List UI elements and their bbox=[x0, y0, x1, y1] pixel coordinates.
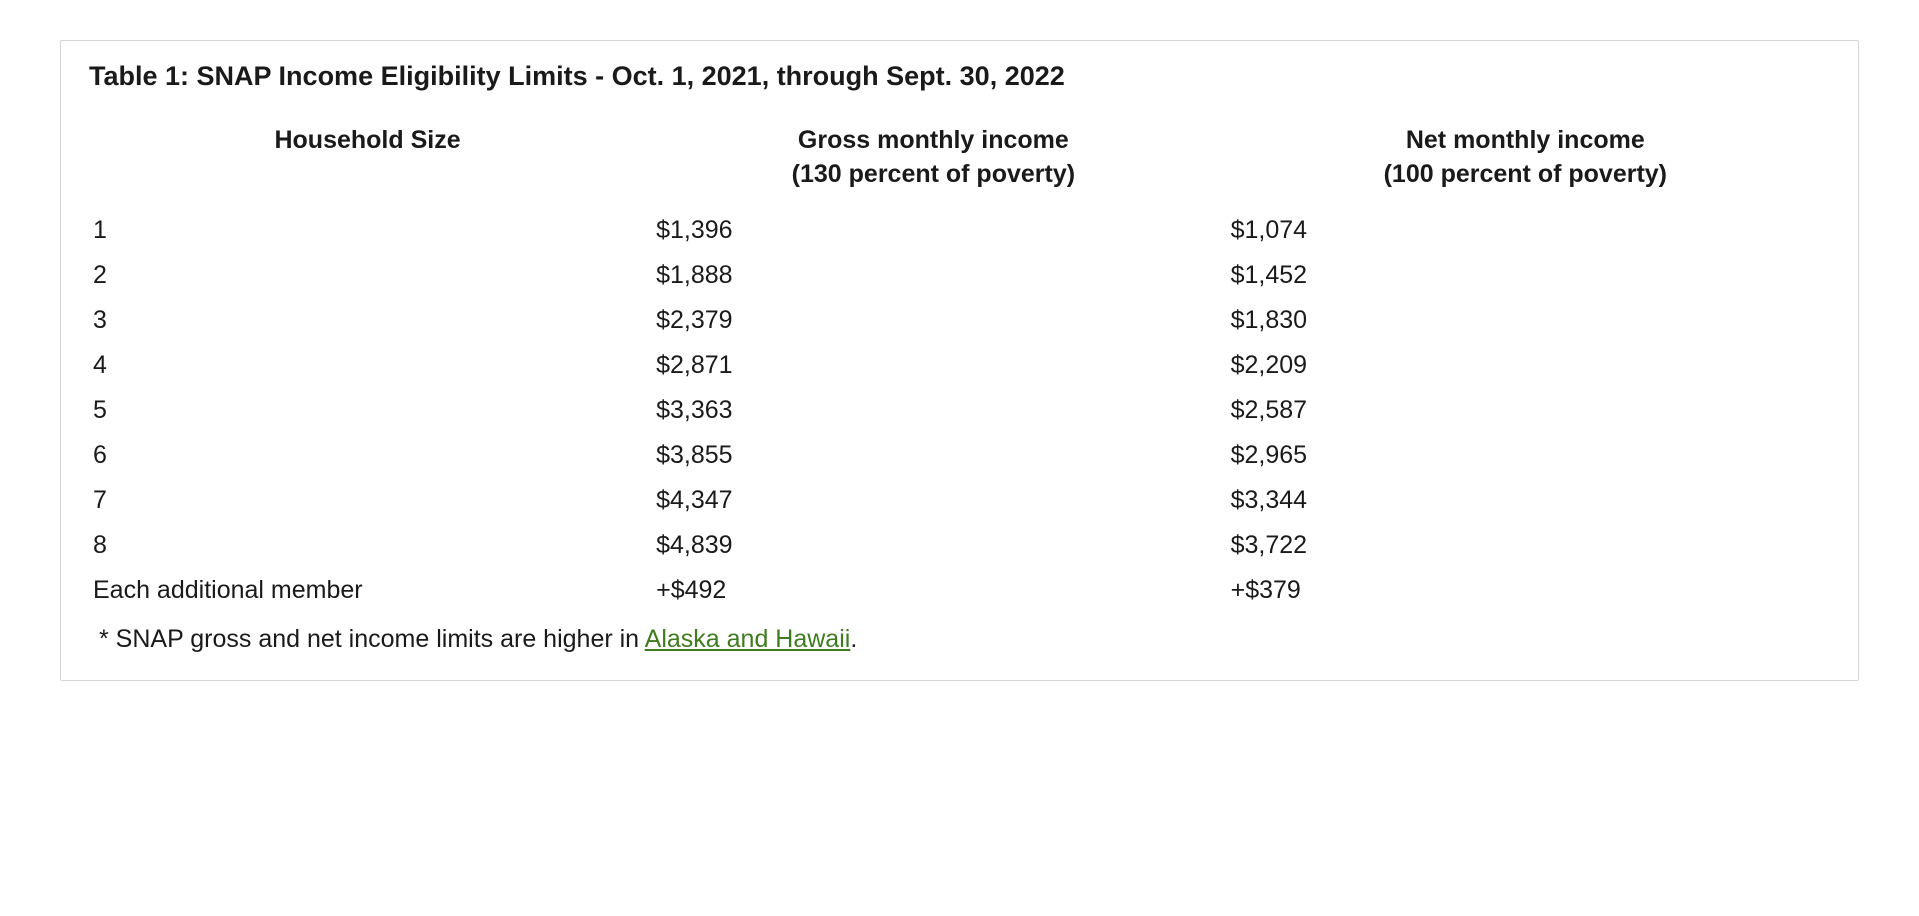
cell-gross-income: $3,363 bbox=[646, 388, 1221, 433]
table-row: 8$4,839$3,722 bbox=[89, 523, 1830, 568]
cell-household-size: 2 bbox=[89, 253, 646, 298]
cell-household-size: 6 bbox=[89, 433, 646, 478]
footnote-prefix: * SNAP gross and net income limits are h… bbox=[99, 625, 645, 653]
table-title: Table 1: SNAP Income Eligibility Limits … bbox=[89, 61, 1830, 92]
table-row: 5$3,363$2,587 bbox=[89, 388, 1830, 433]
header-row: Household Size Gross monthly income (130… bbox=[89, 116, 1830, 208]
table-row: 1$1,396$1,074 bbox=[89, 208, 1830, 253]
header-gross-income: Gross monthly income (130 percent of pov… bbox=[646, 116, 1221, 208]
cell-net-income: $3,344 bbox=[1221, 478, 1830, 523]
header-net-line1: Net monthly income bbox=[1406, 126, 1645, 154]
cell-net-income: $1,452 bbox=[1221, 253, 1830, 298]
cell-gross-income: $2,379 bbox=[646, 298, 1221, 343]
table-row: 7$4,347$3,344 bbox=[89, 478, 1830, 523]
alaska-hawaii-link[interactable]: Alaska and Hawaii bbox=[645, 625, 851, 653]
cell-gross-income: $1,888 bbox=[646, 253, 1221, 298]
cell-gross-income: $1,396 bbox=[646, 208, 1221, 253]
cell-gross-income: $4,347 bbox=[646, 478, 1221, 523]
table-row: 2$1,888$1,452 bbox=[89, 253, 1830, 298]
table-row: Each additional member+$492+$379 bbox=[89, 568, 1830, 613]
cell-household-size: 5 bbox=[89, 388, 646, 433]
cell-net-income: $1,074 bbox=[1221, 208, 1830, 253]
cell-household-size: 1 bbox=[89, 208, 646, 253]
cell-net-income: $3,722 bbox=[1221, 523, 1830, 568]
header-gross-line1: Gross monthly income bbox=[798, 126, 1069, 154]
cell-gross-income: $2,871 bbox=[646, 343, 1221, 388]
cell-household-size: 3 bbox=[89, 298, 646, 343]
header-household-label: Household Size bbox=[274, 126, 460, 154]
header-net-income: Net monthly income (100 percent of pover… bbox=[1221, 116, 1830, 208]
header-net-line2: (100 percent of poverty) bbox=[1384, 160, 1667, 188]
cell-household-size: 4 bbox=[89, 343, 646, 388]
cell-household-size: 8 bbox=[89, 523, 646, 568]
table-body: 1$1,396$1,0742$1,888$1,4523$2,379$1,8304… bbox=[89, 208, 1830, 613]
table-header: Household Size Gross monthly income (130… bbox=[89, 116, 1830, 208]
footnote-cell: * SNAP gross and net income limits are h… bbox=[89, 613, 1830, 662]
cell-gross-income: $4,839 bbox=[646, 523, 1221, 568]
table-row: 4$2,871$2,209 bbox=[89, 343, 1830, 388]
cell-household-size: Each additional member bbox=[89, 568, 646, 613]
income-table: Household Size Gross monthly income (130… bbox=[89, 116, 1830, 662]
cell-net-income: $2,965 bbox=[1221, 433, 1830, 478]
cell-net-income: $2,587 bbox=[1221, 388, 1830, 433]
header-household-size: Household Size bbox=[89, 116, 646, 208]
table-row: 6$3,855$2,965 bbox=[89, 433, 1830, 478]
cell-household-size: 7 bbox=[89, 478, 646, 523]
income-eligibility-table-container: Table 1: SNAP Income Eligibility Limits … bbox=[60, 40, 1859, 681]
cell-net-income: $1,830 bbox=[1221, 298, 1830, 343]
cell-gross-income: $3,855 bbox=[646, 433, 1221, 478]
table-row: 3$2,379$1,830 bbox=[89, 298, 1830, 343]
cell-net-income: $2,209 bbox=[1221, 343, 1830, 388]
cell-gross-income: +$492 bbox=[646, 568, 1221, 613]
footnote-row: * SNAP gross and net income limits are h… bbox=[89, 613, 1830, 662]
header-gross-line2: (130 percent of poverty) bbox=[792, 160, 1075, 188]
cell-net-income: +$379 bbox=[1221, 568, 1830, 613]
footnote-suffix: . bbox=[850, 625, 857, 653]
